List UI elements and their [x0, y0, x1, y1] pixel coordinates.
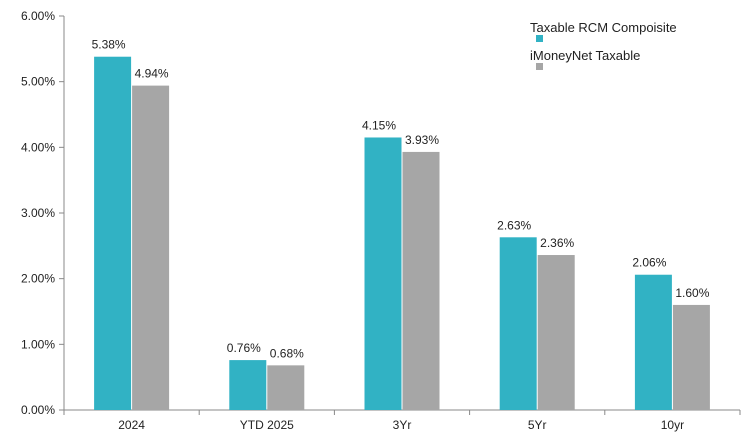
bar-rcm: [229, 360, 267, 410]
bar-imoneynet: [267, 365, 305, 410]
y-tick-label: 5.00%: [21, 75, 55, 89]
y-tick-label: 6.00%: [21, 9, 55, 23]
y-axis: 0.00% 1.00% 2.00% 3.00% 4.00% 5.00% 6.00%: [21, 9, 65, 417]
bar-rcm: [634, 274, 672, 410]
y-tick-label: 0.00%: [21, 403, 55, 417]
bar-imoneynet: [672, 304, 710, 410]
data-label: 2.06%: [632, 256, 666, 270]
bar-imoneynet: [402, 151, 440, 410]
bar-imoneynet: [537, 255, 575, 410]
y-tick-label: 4.00%: [21, 140, 55, 154]
legend-label: iMoneyNet Taxable: [530, 48, 640, 63]
y-tick-label: 2.00%: [21, 272, 55, 286]
x-tick-label: YTD 2025: [240, 418, 294, 432]
x-axis: 2024 YTD 2025 3Yr 5Yr 10yr: [63, 409, 741, 432]
bars: [94, 56, 710, 411]
data-label: 4.15%: [362, 118, 396, 132]
y-tick-label: 1.00%: [21, 337, 55, 351]
data-label: 3.93%: [405, 133, 439, 147]
data-label: 0.76%: [227, 341, 261, 355]
data-labels: 5.38% 4.94% 0.76% 0.68% 4.15% 3.93% 2.63% 2.36%…: [92, 38, 710, 361]
data-label: 1.60%: [675, 286, 709, 300]
bar-rcm: [94, 56, 132, 411]
legend-swatch: [536, 35, 543, 42]
y-tick-label: 3.00%: [21, 206, 55, 220]
data-label: 5.38%: [92, 38, 126, 52]
data-label: 4.94%: [135, 67, 169, 81]
data-label: 2.63%: [497, 218, 531, 232]
x-tick-label: 3Yr: [393, 418, 412, 432]
legend-swatch: [536, 63, 543, 70]
data-label: 0.68%: [270, 346, 304, 360]
x-tick-label: 5Yr: [528, 418, 547, 432]
legend-label: Taxable RCM Compoisite: [530, 20, 677, 35]
legend: Taxable RCM Compoisite iMoneyNet Taxable: [530, 20, 677, 70]
x-tick-label: 2024: [118, 418, 145, 432]
x-tick-label: 10yr: [661, 418, 684, 432]
bar-imoneynet: [132, 85, 170, 411]
bar-rcm: [499, 237, 537, 410]
data-label: 2.36%: [540, 236, 574, 250]
bar-rcm: [364, 137, 402, 410]
